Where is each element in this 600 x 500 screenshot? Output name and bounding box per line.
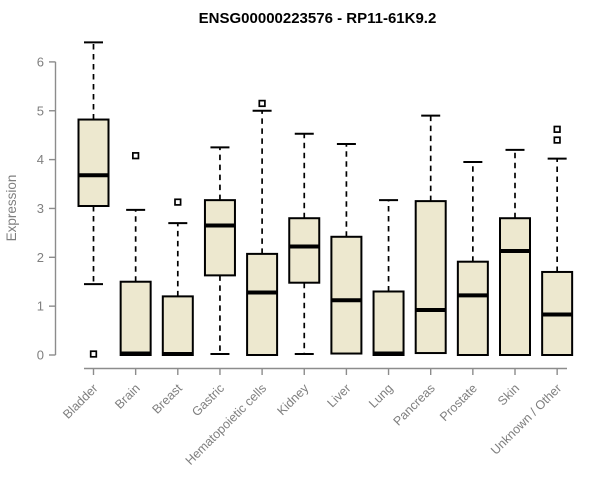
iqr-box bbox=[499, 217, 531, 356]
y-axis: 0 1 2 3 4 5 6 bbox=[37, 54, 57, 363]
box-hematopoietic-cells bbox=[246, 99, 279, 356]
y-tick-label: 1 bbox=[37, 299, 44, 314]
box-prostate bbox=[456, 161, 489, 356]
x-tick-label-prostate: Prostate bbox=[437, 381, 480, 424]
iqr-box bbox=[77, 118, 110, 208]
outlier-point bbox=[174, 198, 182, 206]
x-tick-label-bladder: Bladder bbox=[60, 381, 100, 421]
box-pancreas bbox=[414, 114, 447, 355]
x-tick-label-lung: Lung bbox=[366, 381, 396, 411]
y-axis-label: Expression bbox=[4, 175, 19, 242]
x-tick-label-kidney: Kidney bbox=[274, 381, 311, 418]
y-tick-label: 0 bbox=[37, 348, 44, 363]
outlier-point bbox=[89, 350, 98, 358]
outlier-point bbox=[132, 152, 140, 160]
iqr-box bbox=[330, 235, 363, 355]
iqr-box bbox=[288, 217, 321, 284]
y-tick-label: 3 bbox=[37, 201, 44, 216]
box-lung bbox=[372, 199, 405, 356]
box-kidney bbox=[288, 132, 321, 356]
iqr-box bbox=[246, 252, 279, 356]
y-tick-label: 6 bbox=[37, 54, 44, 69]
iqr-box bbox=[372, 290, 405, 356]
box-breast bbox=[161, 198, 194, 357]
x-tick-label-liver: Liver bbox=[324, 381, 353, 410]
outlier-point bbox=[258, 99, 266, 108]
chart-title: ENSG00000223576 - RP11-61K9.2 bbox=[198, 10, 437, 27]
x-tick-label-breast: Breast bbox=[149, 381, 185, 417]
x-tick-label-skin: Skin bbox=[495, 381, 522, 408]
box-unknown-other bbox=[541, 125, 574, 356]
y-tick-label: 5 bbox=[37, 103, 44, 118]
x-tick-label-hematopoietic-cells: Hematopoietic cells bbox=[183, 381, 270, 468]
iqr-box bbox=[161, 295, 194, 357]
plot-area: 0 1 2 3 4 5 6 Bladder Brain Breast GastricHematopo… bbox=[37, 41, 574, 468]
box-gastric bbox=[203, 146, 236, 356]
box-bladder bbox=[77, 41, 110, 358]
box-liver bbox=[330, 142, 363, 355]
box-brain bbox=[119, 152, 152, 357]
iqr-box bbox=[414, 200, 447, 355]
x-tick-label-pancreas: Pancreas bbox=[391, 381, 438, 428]
x-tick-label-brain: Brain bbox=[112, 381, 143, 412]
outlier-point bbox=[553, 136, 561, 144]
y-tick-label: 2 bbox=[37, 250, 44, 265]
x-tick-label-gastric: Gastric bbox=[189, 381, 227, 419]
box-skin bbox=[499, 148, 531, 356]
y-tick-label: 4 bbox=[37, 152, 44, 167]
iqr-box bbox=[119, 280, 152, 357]
iqr-box bbox=[203, 199, 236, 277]
outlier-point bbox=[553, 125, 561, 133]
iqr-box bbox=[456, 260, 489, 356]
